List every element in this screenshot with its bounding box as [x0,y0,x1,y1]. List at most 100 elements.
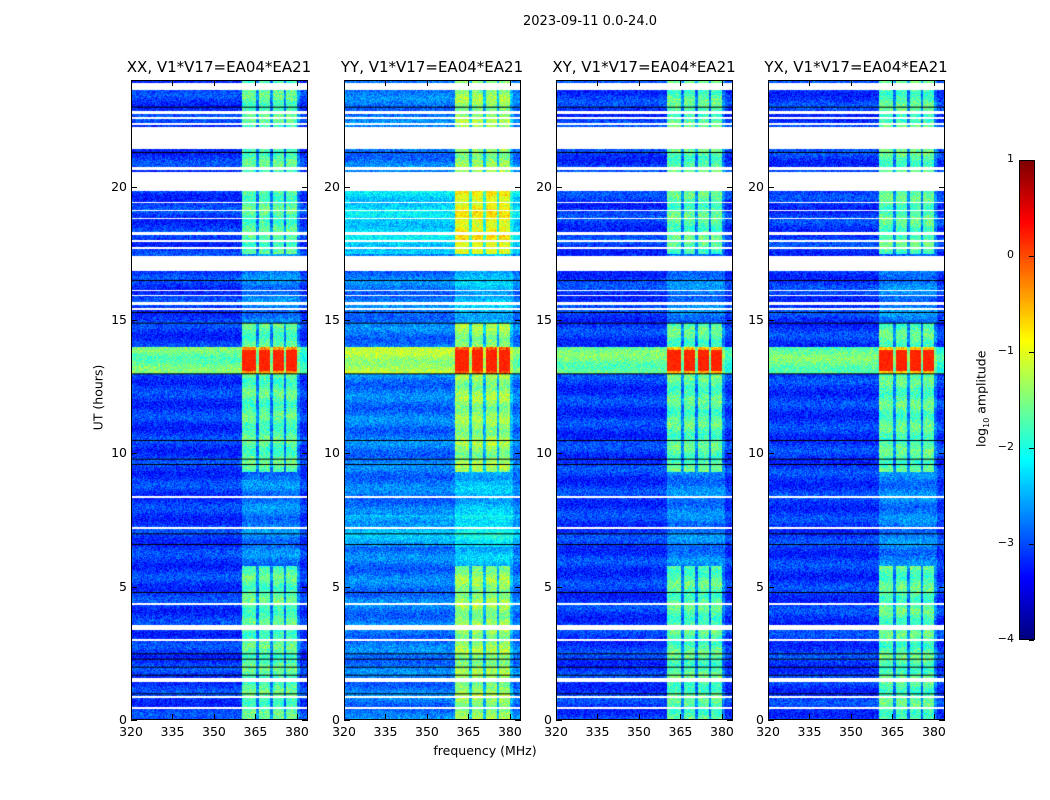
y-tick-mark [556,320,562,321]
y-tick-label: 5 [544,578,552,594]
x-tick-mark [638,80,640,86]
waterfall-heatmap [557,81,732,719]
x-tick-label: 350 [839,724,863,739]
colorbar-tick-mark [1029,448,1034,449]
waterfall-heatmap [132,81,307,719]
y-tick-mark [556,453,562,455]
x-tick-mark [296,80,298,86]
x-tick-mark [385,80,387,86]
colorbar-tick-label: −4 [997,632,1014,645]
x-tick-mark [385,714,387,720]
x-tick-mark [426,80,428,86]
x-tick-label: 320 [332,724,356,739]
y-tick-mark [344,320,350,321]
x-tick-label: 350 [202,724,226,739]
panel-title: YX, V1*V17=EA04*EA21 [764,58,948,76]
x-tick-mark [556,714,557,720]
x-tick-mark [172,714,174,720]
x-tick-label: 380 [498,724,522,739]
x-tick-mark [892,80,894,86]
x-tick-mark [638,714,640,720]
y-tick-mark [344,720,350,721]
x-tick-mark [680,80,682,86]
x-tick-mark [468,80,470,86]
colorbar-tick-label: −2 [997,440,1014,453]
x-tick-mark [172,80,174,86]
x-tick-mark [296,714,298,720]
colorbar-tick-label: 0 [1007,248,1014,261]
x-tick-label: 335 [373,724,398,739]
panel-title: XX, V1*V17=EA04*EA21 [126,58,312,76]
y-tick-mark [939,186,945,188]
y-tick-mark [768,320,774,321]
x-tick-mark [768,714,769,720]
colorbar-tick-mark [1029,544,1034,545]
x-tick-label: 380 [285,724,309,739]
y-tick-mark [556,586,562,588]
y-tick-label: 15 [748,312,764,327]
x-tick-mark [933,80,935,86]
y-tick-mark [727,586,733,588]
x-tick-label: 365 [456,724,481,739]
y-tick-label: 10 [324,445,340,461]
colorbar-tick-label: −1 [997,344,1014,357]
x-tick-mark [597,714,599,720]
x-tick-label: 335 [797,724,822,739]
x-tick-mark [468,714,470,720]
x-tick-mark [509,714,511,720]
y-tick-mark [727,720,733,721]
y-tick-label: 15 [536,312,552,327]
x-tick-mark [809,714,811,720]
y-tick-mark [302,453,308,455]
x-tick-label: 365 [668,724,693,739]
y-tick-mark [131,586,137,588]
y-tick-mark [515,453,521,455]
y-tick-mark [515,320,521,321]
x-tick-label: 350 [627,724,651,739]
x-tick-mark [768,80,769,86]
x-tick-mark [850,714,852,720]
x-tick-label: 320 [756,724,780,739]
y-tick-mark [131,186,137,188]
x-tick-mark [344,80,345,86]
y-tick-mark [344,586,350,588]
y-tick-label: 15 [111,312,127,327]
x-tick-mark [131,80,132,86]
x-tick-mark [556,80,557,86]
x-axis-label: frequency (MHz) [433,743,537,758]
y-tick-mark [768,186,774,188]
y-tick-label: 0 [119,712,127,727]
panel-title: XY, V1*V17=EA04*EA21 [552,58,736,76]
colorbar-gradient [1020,161,1034,639]
y-tick-mark [727,186,733,188]
y-tick-mark [131,320,137,321]
y-tick-mark [939,586,945,588]
y-tick-label: 10 [748,445,764,461]
x-tick-label: 350 [415,724,439,739]
y-tick-mark [302,186,308,188]
colorbar-tick-label: 1 [1007,152,1014,165]
y-tick-mark [768,586,774,588]
colorbar-tick-mark [1029,640,1034,641]
x-tick-mark [597,80,599,86]
x-tick-mark [892,714,894,720]
waterfall-heatmap [345,81,520,719]
x-tick-label: 365 [880,724,905,739]
figure-title: 2023-09-11 0.0-24.0 [523,14,657,29]
waterfall-panel [768,80,945,720]
y-tick-mark [727,320,733,321]
y-tick-label: 5 [756,578,764,594]
x-tick-mark [509,80,511,86]
x-tick-mark [255,714,257,720]
y-tick-mark [302,586,308,588]
y-tick-label: 20 [111,178,127,194]
y-tick-label: 20 [536,178,552,194]
x-tick-mark [850,80,852,86]
x-tick-label: 380 [710,724,734,739]
x-tick-label: 335 [160,724,185,739]
y-tick-mark [344,453,350,455]
y-tick-label: 10 [111,445,127,461]
x-tick-mark [426,714,428,720]
colorbar-label: log10 amplitude [973,350,991,447]
y-tick-mark [515,586,521,588]
